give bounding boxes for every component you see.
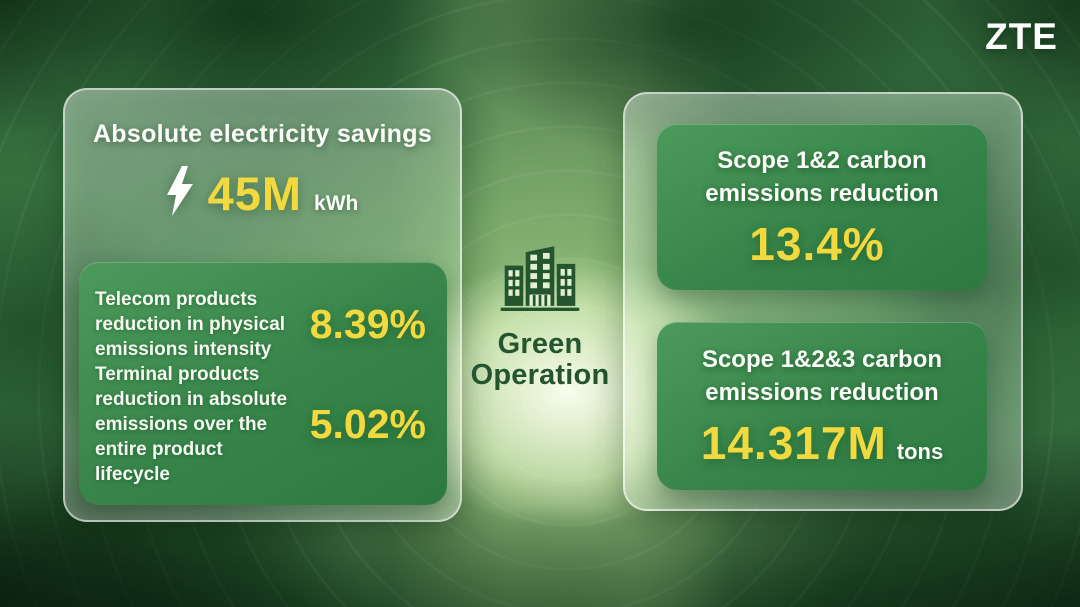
scope123-title: Scope 1&2&3 carbon emissions reduction: [702, 343, 942, 409]
label-line: reduction in physical: [95, 314, 286, 335]
terminal-products-row: Terminal products reduction in absolute …: [95, 362, 430, 487]
label-line: emissions over the: [95, 414, 268, 435]
label-line: reduction in absolute: [95, 389, 288, 410]
terminal-products-value: 5.02%: [309, 401, 426, 447]
scope12-value: 13.4%: [749, 217, 885, 270]
telecom-products-row: Telecom products reduction in physical e…: [95, 287, 430, 362]
carbon-reduction-panel: Scope 1&2 carbon emissions reduction 13.…: [623, 92, 1023, 511]
scope123-card: Scope 1&2&3 carbon emissions reduction 1…: [657, 322, 987, 490]
title-line: Scope 1&2&3 carbon: [701, 345, 943, 373]
title-line: emissions reduction: [705, 179, 939, 207]
green-operation-line1: Green: [497, 328, 583, 360]
lightning-icon: [166, 166, 193, 221]
product-emissions-card: Telecom products reduction in physical e…: [79, 262, 447, 505]
label-line: Terminal products: [95, 364, 260, 385]
building-icon: [498, 241, 582, 317]
electricity-unit: kWh: [314, 192, 359, 215]
green-operation-line2: Operation: [470, 359, 610, 391]
electricity-metric-text: 45M kWh: [208, 166, 359, 221]
electricity-metric: 45M kWh: [65, 166, 460, 221]
scope123-unit: tons: [896, 438, 944, 464]
scope123-value: 14.317M: [700, 416, 887, 469]
terminal-products-label: Terminal products reduction in absolute …: [95, 362, 302, 487]
scope12-card: Scope 1&2 carbon emissions reduction 13.…: [657, 124, 987, 290]
label-line: emissions intensity: [95, 339, 272, 360]
electricity-savings-title: Absolute electricity savings: [92, 120, 433, 148]
title-line: Scope 1&2 carbon: [717, 146, 927, 174]
telecom-products-label: Telecom products reduction in physical e…: [95, 287, 285, 362]
telecom-products-value: 8.39%: [309, 301, 426, 347]
electricity-savings-panel: Absolute electricity savings 45M kWh Tel…: [63, 88, 462, 522]
green-operation-title: Green Operation: [471, 329, 610, 391]
green-operation-group: Green Operation: [430, 241, 650, 391]
scope12-value-row: 13.4%: [749, 217, 894, 271]
label-line: Telecom products: [95, 289, 258, 310]
scope123-value-row: 14.317M tons: [701, 416, 943, 470]
zte-logo: ZTE: [985, 16, 1058, 57]
scope12-title: Scope 1&2 carbon emissions reduction: [705, 144, 938, 210]
label-line: entire product lifecycle: [95, 439, 223, 485]
electricity-value: 45M: [207, 167, 303, 220]
title-line: emissions reduction: [705, 378, 939, 406]
